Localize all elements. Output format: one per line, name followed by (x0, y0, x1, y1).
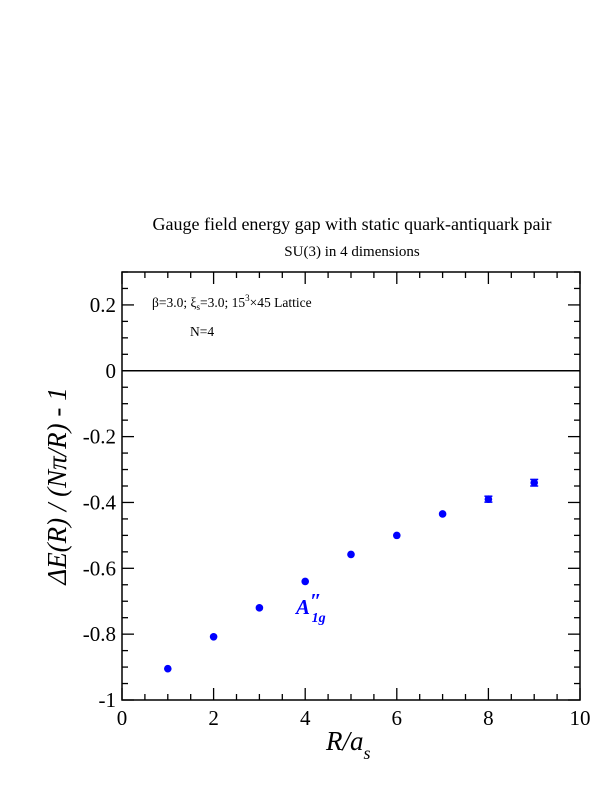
y-tick-label: 0.2 (90, 293, 116, 317)
x-tick-label: 6 (392, 706, 403, 730)
x-axis-label: R/as (325, 726, 371, 763)
data-point (209, 632, 218, 641)
y-tick-labels: -1 -0.8 -0.6 -0.4 -0.2 0 0.2 (83, 293, 117, 712)
y-tick-label: -0.6 (83, 556, 116, 580)
data-point (484, 495, 493, 503)
y-tick-label: -0.4 (83, 490, 117, 514)
x-tick-label: 8 (483, 706, 494, 730)
params-annotation: β=3.0; ξs=3.0; 153×45 Lattice (152, 293, 312, 312)
n-annotation: N=4 (190, 324, 214, 339)
y-tick-label: -1 (99, 688, 117, 712)
y-axis-label: ΔE(R) / (Nπ/R) - 1 (42, 387, 72, 585)
series-label: A″ 1g (294, 589, 326, 626)
x-tick-label: 2 (208, 706, 219, 730)
x-tick-labels: 0 2 4 6 8 10 (117, 706, 591, 730)
y-tick-label: -0.2 (83, 425, 116, 449)
data-point (530, 478, 538, 487)
x-tick-label: 0 (117, 706, 128, 730)
y-tick-label: -0.8 (83, 622, 116, 646)
chart-subtitle: SU(3) in 4 dimensions (284, 244, 420, 260)
data-point (255, 604, 264, 612)
axis-ticks (121, 271, 581, 701)
y-tick-label: 0 (106, 359, 117, 383)
x-tick-label: 10 (570, 706, 591, 730)
data-point (438, 510, 447, 518)
data-point (301, 577, 310, 586)
data-point (393, 531, 401, 540)
data-points (164, 478, 539, 673)
data-point (347, 550, 355, 559)
x-tick-label: 4 (300, 706, 311, 730)
data-point (164, 664, 172, 673)
chart-title: Gauge field energy gap with static quark… (152, 214, 551, 234)
